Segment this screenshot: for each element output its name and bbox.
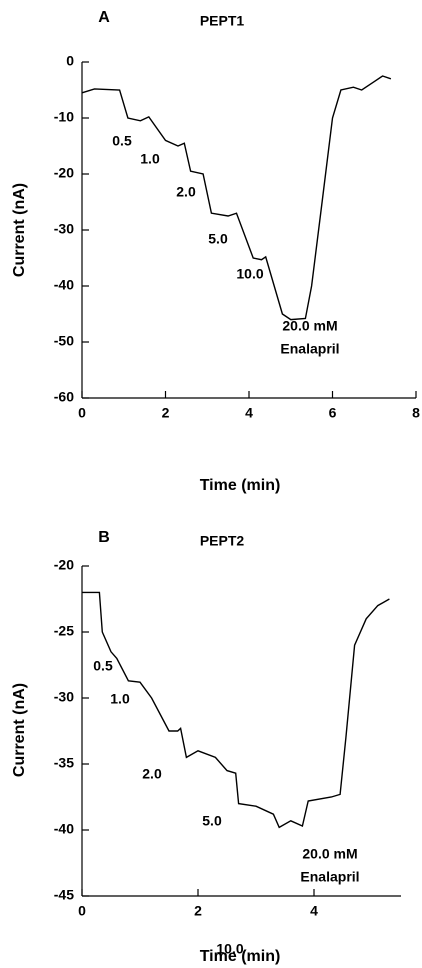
annotation: 20.0 mM <box>282 318 337 334</box>
annotation: 0.5 <box>93 658 113 674</box>
y-axis-title: Current (nA) <box>11 183 28 277</box>
chart-title: PEPT2 <box>200 533 245 549</box>
trace <box>82 591 390 829</box>
y-tick-label: -40 <box>54 277 74 293</box>
annotation: 5.0 <box>208 231 228 247</box>
annotation: 5.0 <box>202 813 222 829</box>
x-tick-label: 2 <box>194 903 202 919</box>
y-tick-label: -60 <box>54 389 74 405</box>
annotation: 0.5 <box>112 133 132 149</box>
x-tick-label: 8 <box>412 405 420 421</box>
y-tick-label: -30 <box>54 221 74 237</box>
x-tick-label: 0 <box>78 903 86 919</box>
y-tick-label: -20 <box>54 557 74 573</box>
panel-label: B <box>98 529 110 546</box>
annotation: 20.0 mM <box>302 846 357 862</box>
annotation: 1.0 <box>110 691 130 707</box>
x-tick-label: 2 <box>162 405 170 421</box>
annotation: 10.0 <box>236 266 263 282</box>
y-tick-label: -40 <box>54 821 74 837</box>
annotation: 2.0 <box>176 184 196 200</box>
trace <box>81 75 392 321</box>
annotation: 2.0 <box>142 766 162 782</box>
y-axis-title: Current (nA) <box>11 683 28 777</box>
annotation: Enalapril <box>280 341 339 357</box>
y-tick-label: -50 <box>54 333 74 349</box>
y-tick-label: -30 <box>54 689 74 705</box>
x-tick-label: 4 <box>310 903 318 919</box>
y-tick-label: -45 <box>54 887 74 903</box>
y-tick-label: -25 <box>54 623 74 639</box>
panel-label: A <box>98 9 110 26</box>
annotation: Enalapril <box>300 869 359 885</box>
y-tick-label: -10 <box>54 109 74 125</box>
x-tick-label: 4 <box>245 405 253 421</box>
chart-title: PEPT1 <box>200 13 245 29</box>
x-axis-title: Time (min) <box>200 948 281 965</box>
annotation: 10.0 <box>216 941 243 957</box>
y-tick-label: 0 <box>66 53 74 69</box>
annotation: 1.0 <box>140 151 160 167</box>
y-tick-label: -35 <box>54 755 74 771</box>
y-tick-label: -20 <box>54 165 74 181</box>
x-tick-label: 0 <box>78 405 86 421</box>
x-axis-title: Time (min) <box>200 477 281 494</box>
x-tick-label: 6 <box>329 405 337 421</box>
